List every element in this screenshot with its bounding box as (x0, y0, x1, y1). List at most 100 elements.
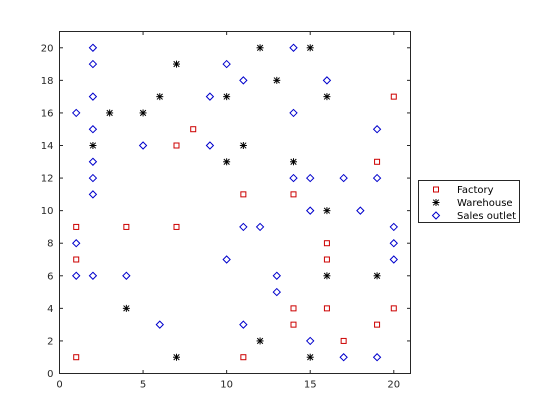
sales-outlet-point (389, 222, 398, 232)
sales-outlet-point (205, 141, 215, 150)
sales-outlet-point (72, 108, 81, 118)
sales-outlet-point (272, 287, 281, 297)
factory-point (374, 158, 381, 165)
warehouse-point (173, 353, 180, 361)
factory-point (390, 93, 397, 100)
sales-outlet-point (306, 336, 315, 346)
factory-point (73, 354, 80, 361)
factory-point (173, 223, 180, 230)
factory-point (123, 223, 130, 230)
sales-outlet-point (88, 190, 98, 199)
sales-outlet-point (372, 173, 382, 183)
y-tick-label: 18 (41, 76, 54, 87)
factory-point (374, 321, 381, 328)
warehouse-point (173, 60, 180, 68)
warehouse-point (323, 207, 331, 215)
warehouse-point (122, 304, 130, 312)
sales-outlet-point (255, 222, 265, 232)
sales-outlet-point (239, 76, 248, 85)
y-tick-label: 12 (41, 174, 54, 185)
legend-marker-factory (433, 186, 439, 193)
y-tick-label: 14 (41, 141, 54, 152)
sales-outlet-point (88, 59, 98, 69)
sales-outlet-point (88, 92, 98, 101)
y-tick-label: 16 (41, 108, 54, 119)
y-tick-label: 0 (47, 369, 53, 380)
sales-outlet-point (289, 43, 298, 52)
y-tick-label: 6 (47, 271, 53, 282)
sales-outlet-point (322, 76, 332, 85)
sales-outlet-point (272, 271, 281, 280)
sales-outlet-point (306, 206, 315, 215)
x-tick-label: 5 (140, 380, 146, 391)
sales-outlet-point (389, 239, 398, 248)
legend-marker-sales-outlet (431, 211, 441, 220)
warehouse-point (239, 142, 247, 149)
sales-outlet-point (339, 353, 348, 362)
sales-outlet-point (222, 255, 231, 264)
warehouse-point (373, 272, 381, 280)
sales-outlet-point (306, 173, 315, 183)
data-points (72, 43, 398, 362)
sales-outlet-point (88, 271, 98, 280)
warehouse-point (323, 272, 331, 280)
warehouse-point (290, 158, 297, 166)
legend-label-factory: Factory (457, 185, 494, 196)
sales-outlet-point (239, 320, 248, 329)
factory-point (173, 142, 180, 149)
axis-ticks: 0 5 10 15 20 0 2 4 6 8 10 12 14 16 18 20 (41, 31, 411, 391)
factory-point (240, 191, 247, 198)
warehouse-point (256, 337, 264, 345)
warehouse-point (306, 353, 314, 361)
factory-point (390, 305, 397, 312)
factory-point (290, 191, 297, 198)
x-tick-label: 20 (387, 380, 400, 391)
legend-label-sales-outlet: Sales outlet (457, 211, 516, 222)
sales-outlet-point (289, 108, 298, 118)
factory-point (340, 337, 347, 344)
y-tick-label: 10 (41, 206, 54, 217)
sales-outlet-point (372, 125, 382, 134)
legend-marker-warehouse (432, 199, 440, 206)
factory-point (323, 240, 330, 247)
warehouse-point (273, 76, 281, 84)
factory-point (323, 305, 330, 312)
sales-outlet-point (88, 173, 98, 183)
sales-outlet-point (389, 255, 398, 264)
factory-point (73, 256, 80, 263)
sales-outlet-point (339, 173, 348, 183)
warehouse-point (156, 93, 164, 101)
factory-point (240, 354, 247, 361)
sales-outlet-point (222, 59, 231, 69)
warehouse-point (89, 142, 97, 149)
warehouse-point (106, 109, 114, 117)
warehouse-point (139, 109, 147, 117)
sales-outlet-point (239, 222, 248, 232)
y-tick-label: 4 (47, 304, 53, 315)
warehouse-point (306, 44, 314, 52)
sales-outlet-point (155, 320, 164, 329)
sales-outlet-point (88, 157, 98, 166)
x-tick-label: 15 (304, 380, 317, 391)
y-tick-label: 20 (41, 43, 54, 54)
sales-outlet-point (88, 125, 98, 134)
factory-point (323, 256, 330, 263)
x-tick-label: 0 (56, 380, 62, 391)
sales-outlet-point (289, 173, 298, 183)
sales-outlet-point (88, 43, 98, 52)
factory-point (73, 223, 80, 230)
warehouse-point (223, 93, 231, 101)
sales-outlet-point (372, 353, 382, 362)
y-tick-label: 2 (47, 336, 53, 347)
sales-outlet-point (356, 206, 365, 215)
sales-outlet-point (205, 92, 215, 101)
plot-area (59, 31, 411, 374)
sales-outlet-point (72, 239, 81, 248)
y-tick-label: 8 (47, 239, 53, 250)
factory-point (290, 305, 297, 312)
sales-outlet-point (122, 271, 131, 280)
legend-items: Factory Warehouse Sales outlet (431, 185, 516, 222)
sales-outlet-point (138, 141, 148, 150)
warehouse-point (256, 44, 264, 52)
